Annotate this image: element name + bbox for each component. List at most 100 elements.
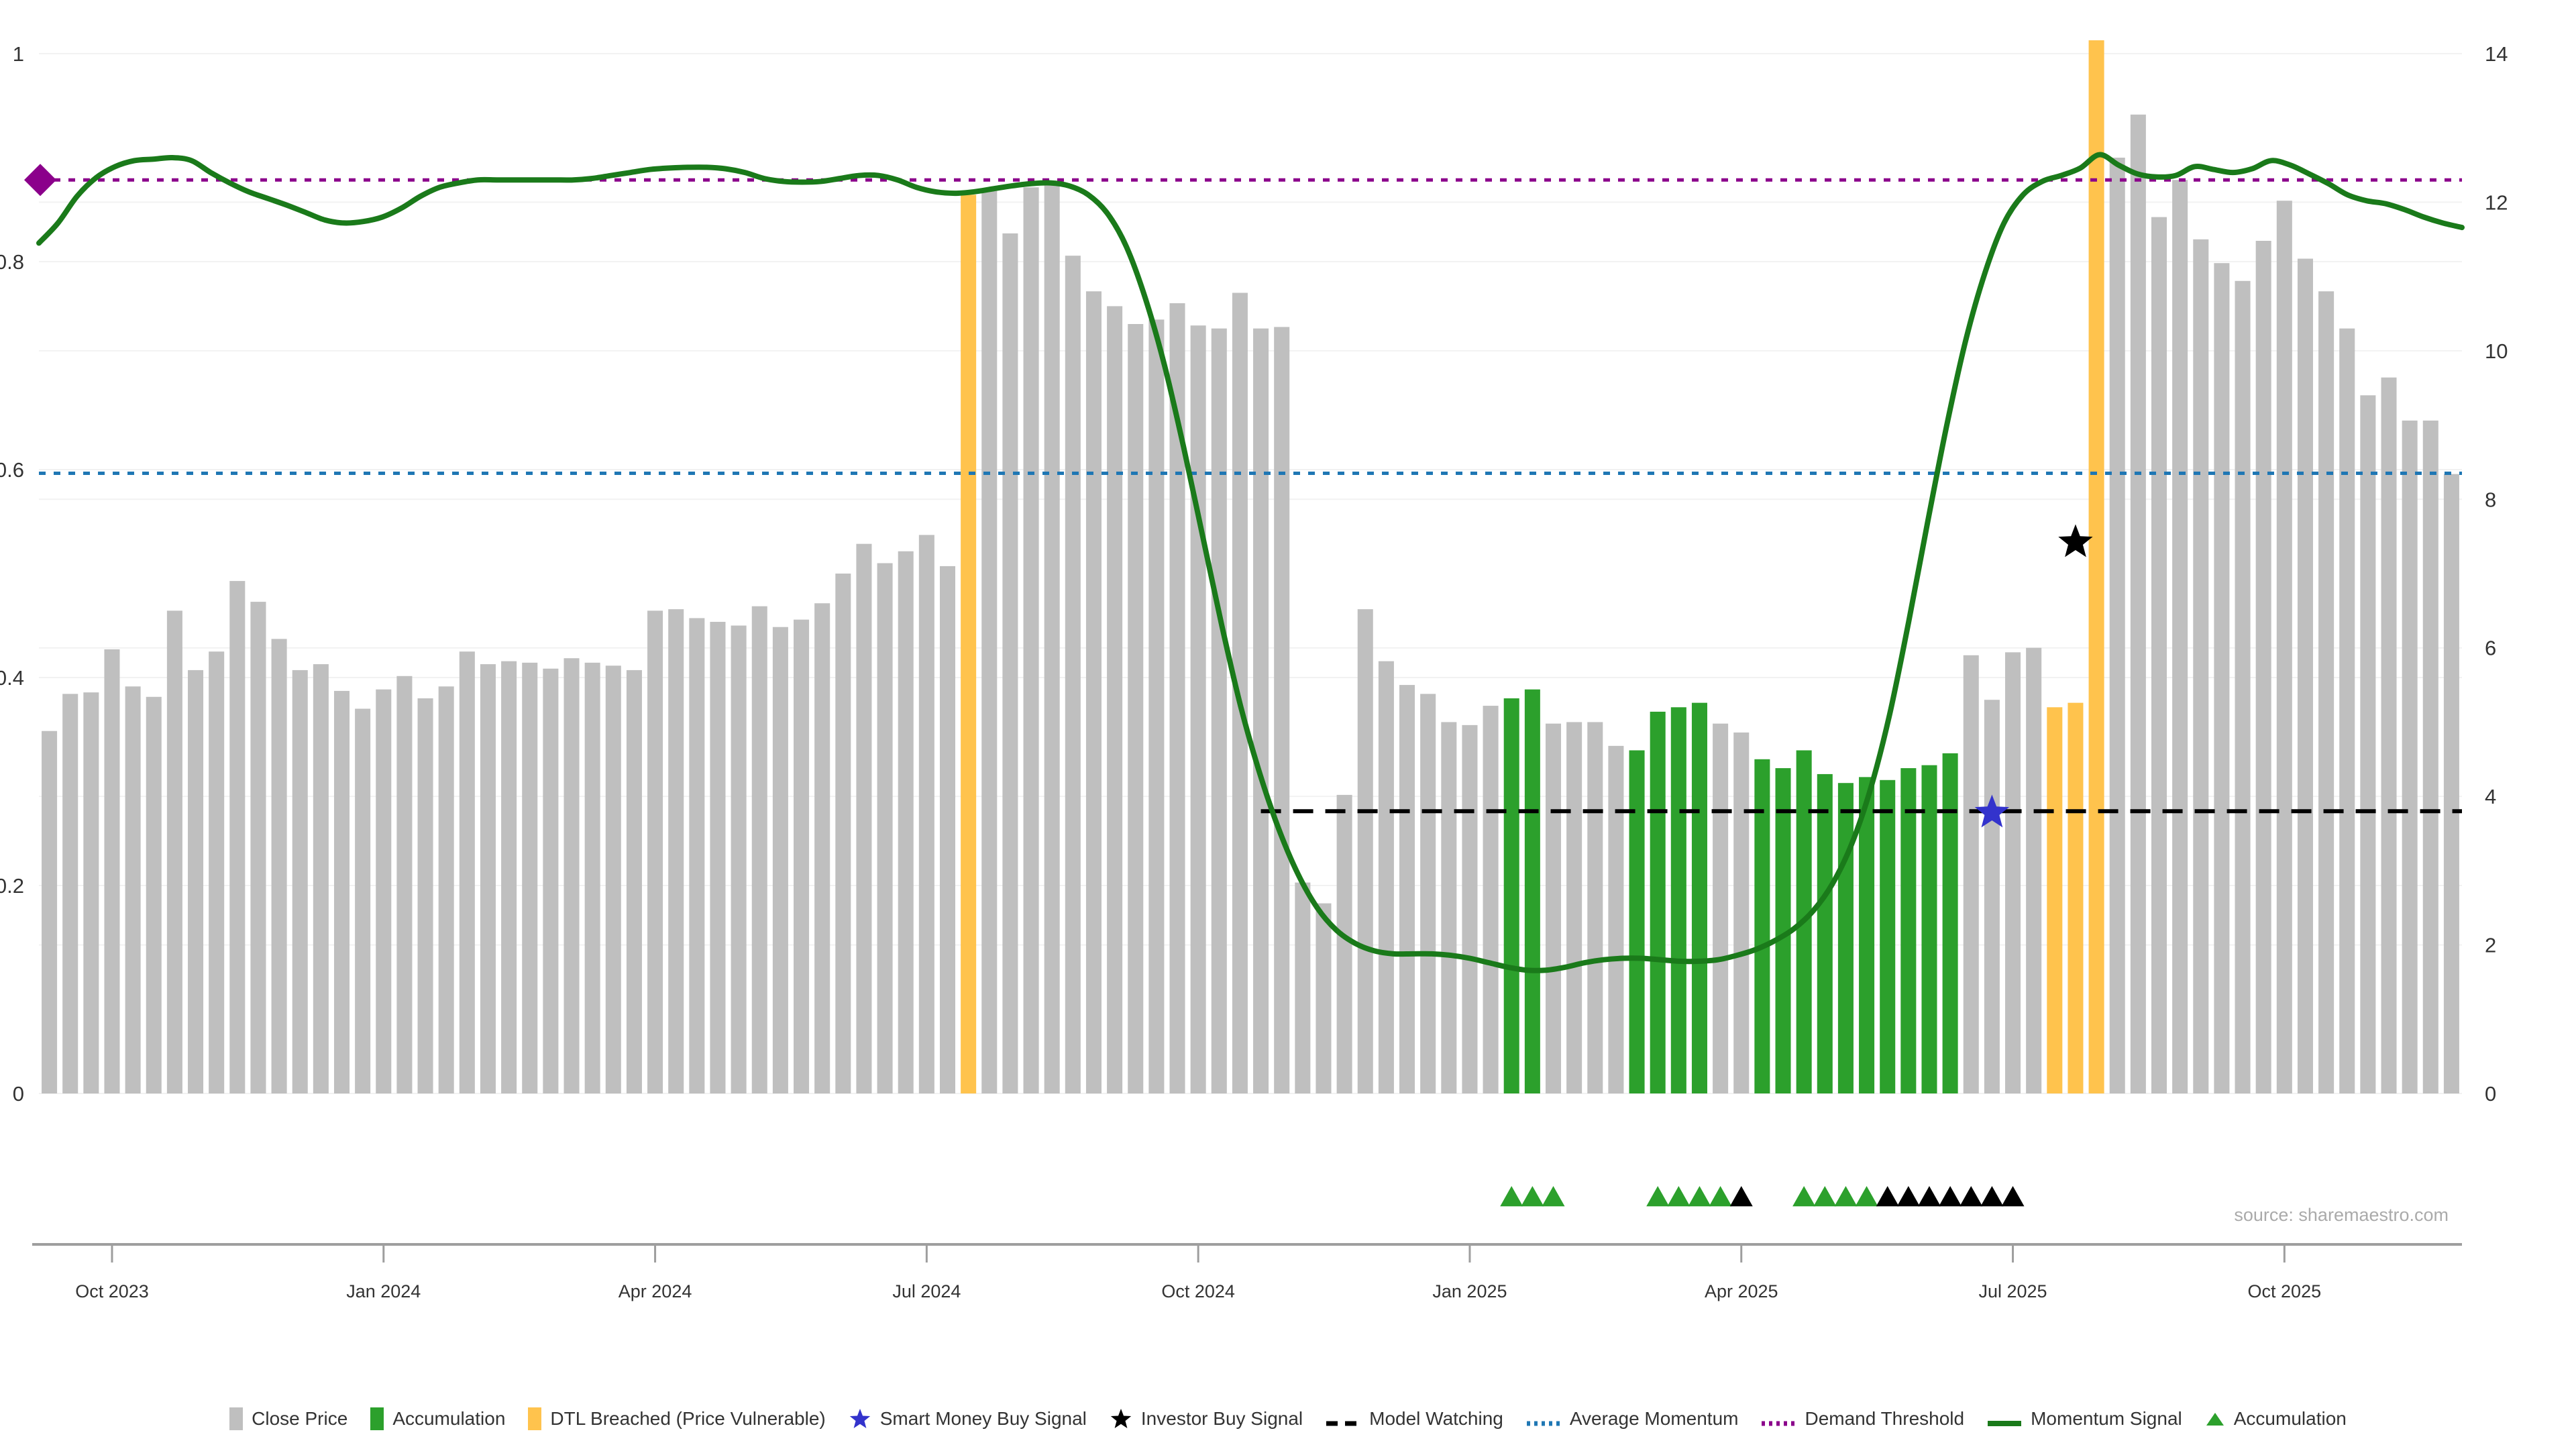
accumulation-triangle	[1980, 1186, 2004, 1207]
close-price-bar	[2443, 474, 2459, 1093]
accumulation-triangle	[2001, 1186, 2025, 1207]
close-price-bar	[2193, 239, 2209, 1094]
close-price-bar	[1733, 732, 1750, 1093]
close-price-bar	[877, 563, 893, 1093]
accumulation-bar	[1880, 780, 1896, 1093]
close-price-bar	[2130, 114, 2146, 1093]
legend-momentum-signal[interactable]: Momentum Signal	[1987, 1408, 2182, 1430]
close-price-bar	[1357, 609, 1373, 1093]
accumulation-bar	[1691, 702, 1707, 1093]
close-price-bar	[2422, 420, 2438, 1093]
close-price-bar	[1211, 328, 1227, 1094]
accumulation-triangle	[1896, 1186, 1920, 1207]
close-price-bar	[271, 639, 287, 1093]
legend-average-momentum[interactable]: Average Momentum	[1526, 1408, 1739, 1430]
close-price-bar	[1190, 325, 1206, 1093]
close-price-bar	[188, 669, 204, 1093]
close-price-bar	[751, 606, 767, 1093]
close-price-bar	[2005, 652, 2021, 1093]
close-price-bar	[355, 708, 371, 1093]
right-axis-tick-label: 14	[2485, 42, 2508, 66]
dtl-breached-bar	[2047, 707, 2063, 1093]
close-price-bar	[522, 662, 538, 1093]
legend-investor-buy-signal[interactable]: Investor Buy Signal	[1110, 1407, 1303, 1430]
left-axis-tick-label: 1	[13, 42, 24, 66]
close-price-bar	[710, 621, 726, 1093]
close-price-bar	[2339, 328, 2355, 1094]
legend-label: Average Momentum	[1569, 1408, 1739, 1429]
accumulation-triangle	[1688, 1186, 1711, 1207]
close-price-bar	[1378, 661, 1394, 1093]
close-price-bar	[564, 658, 580, 1093]
close-price-bar	[1483, 706, 1499, 1093]
close-price-bar	[939, 566, 956, 1093]
close-price-bar	[1148, 319, 1165, 1093]
right-axis-tick-label: 0	[2485, 1082, 2496, 1106]
close-price-bar	[981, 190, 998, 1093]
close-price-bar	[333, 690, 350, 1093]
dtl-breached-bar	[2068, 702, 2084, 1093]
legend-demand-threshold[interactable]: Demand Threshold	[1761, 1408, 1964, 1430]
close-price-bar	[1545, 723, 1562, 1093]
smart-money-buy-signal-marker	[1974, 794, 2010, 828]
close-price-bar	[104, 649, 120, 1093]
accumulation-triangle	[1709, 1186, 1732, 1207]
close-price-bar	[1441, 722, 1457, 1093]
legend-accumulation-bar[interactable]: Accumulation	[370, 1407, 505, 1430]
close-price-bar	[480, 664, 496, 1093]
close-price-bar	[689, 618, 705, 1093]
x-axis-tick-label: Apr 2025	[1705, 1281, 1778, 1301]
right-axis-tick-label: 2	[2485, 934, 2496, 957]
close-price-bar	[647, 610, 663, 1093]
close-price-bar	[417, 698, 433, 1093]
left-axis-tick-label: 0.2	[0, 874, 24, 898]
close-price-bar	[1984, 700, 2000, 1093]
gridlines	[39, 53, 2462, 1094]
accumulation-bar	[1670, 707, 1686, 1093]
accumulation-triangle	[1792, 1186, 1816, 1207]
accumulation-bar	[1900, 768, 1917, 1093]
legend-smart-money-buy-signal[interactable]: Smart Money Buy Signal	[849, 1407, 1087, 1430]
close-price-bar	[166, 610, 182, 1093]
legend-label: Accumulation	[392, 1408, 506, 1429]
left-axis-tick-label: 0.6	[0, 458, 24, 482]
accumulation-triangle	[1834, 1186, 1858, 1207]
close-price-bar	[2255, 241, 2271, 1093]
accumulation-triangle	[1876, 1186, 1899, 1207]
close-price-bar	[313, 664, 329, 1093]
close-price-bar	[856, 543, 872, 1093]
momentum-signal-line	[36, 152, 2465, 973]
source-note: source: sharemaestro.com	[2234, 1205, 2449, 1225]
accumulation-triangle	[1960, 1186, 1983, 1207]
accumulation-triangle	[1500, 1186, 1523, 1207]
legend-dtl-breached[interactable]: DTL Breached (Price Vulnerable)	[528, 1407, 826, 1430]
legend-accumulation-marker[interactable]: Accumulation	[2205, 1408, 2347, 1430]
close-price-bar	[1462, 724, 1478, 1093]
close-price-bar	[1963, 655, 1979, 1093]
close-price-bar	[1587, 722, 1603, 1093]
legend-label: Accumulation	[2233, 1408, 2347, 1429]
close-price-bar	[501, 661, 517, 1093]
accumulation-triangle	[1646, 1186, 1670, 1207]
close-price-bar	[1274, 327, 1290, 1093]
right-axis-tick-label: 4	[2485, 785, 2496, 808]
close-price-bar	[1044, 184, 1060, 1093]
close-price-bar	[2276, 201, 2292, 1093]
legend-label: Model Watching	[1369, 1408, 1503, 1429]
legend-model-watching[interactable]: Model Watching	[1326, 1408, 1503, 1430]
close-price-bar	[898, 551, 914, 1093]
chart-legend: Close Price Accumulation DTL Breached (Pri…	[0, 1407, 2576, 1430]
legend-label: DTL Breached (Price Vulnerable)	[550, 1408, 826, 1429]
legend-close-price[interactable]: Close Price	[229, 1407, 347, 1430]
close-price-bar	[62, 694, 78, 1093]
triangle-icon	[2205, 1410, 2225, 1428]
legend-swatch-square	[370, 1407, 384, 1430]
close-price-bar	[1713, 723, 1729, 1093]
signal-markers	[24, 164, 2093, 828]
x-axis-tick-label: Jan 2024	[346, 1281, 421, 1301]
legend-swatch-square	[528, 1407, 542, 1430]
close-price-bar	[1295, 882, 1311, 1093]
